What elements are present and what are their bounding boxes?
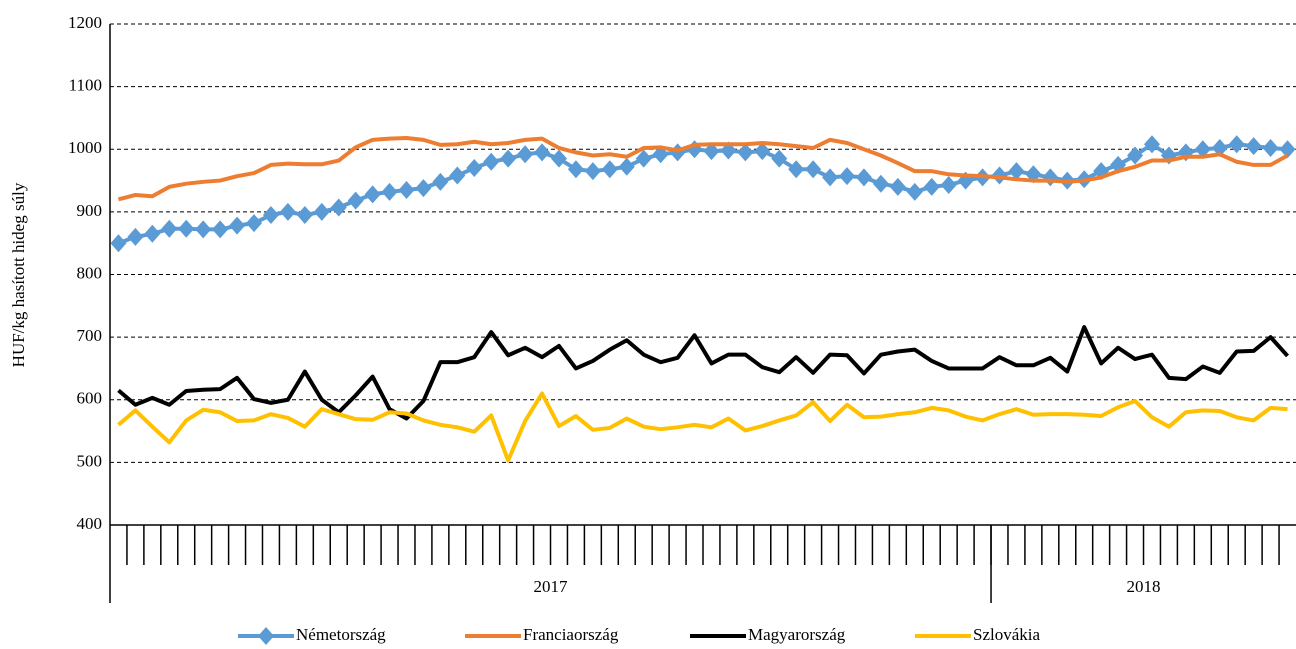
series-line <box>117 135 1289 202</box>
marker <box>415 179 432 198</box>
marker <box>161 219 178 238</box>
marker <box>212 220 229 239</box>
marker <box>618 157 635 176</box>
marker <box>262 206 279 225</box>
marker <box>1228 135 1245 154</box>
marker <box>1008 162 1025 181</box>
marker <box>855 168 872 187</box>
marker <box>534 143 551 162</box>
marker <box>923 177 940 196</box>
marker <box>279 202 296 221</box>
marker <box>940 175 957 194</box>
y-tick-label: 1100 <box>69 76 102 95</box>
marker <box>601 160 618 179</box>
marker <box>1245 137 1262 156</box>
marker <box>195 220 212 239</box>
marker <box>754 142 771 161</box>
marker <box>364 185 381 204</box>
marker <box>737 143 754 162</box>
marker <box>839 167 856 186</box>
marker <box>432 172 449 191</box>
marker <box>449 166 466 185</box>
marker <box>788 160 805 179</box>
marker <box>567 160 584 179</box>
marker <box>872 174 889 193</box>
marker <box>1194 140 1211 159</box>
legend-label: Magyarország <box>748 625 846 644</box>
legend-marker <box>258 627 274 645</box>
marker <box>1127 146 1144 165</box>
marker <box>1042 168 1059 187</box>
marker <box>381 182 398 201</box>
series-line <box>117 142 1288 246</box>
marker <box>500 149 517 168</box>
marker <box>1279 140 1296 159</box>
marker <box>127 227 144 246</box>
marker <box>466 159 483 178</box>
group-label: 2017 <box>534 577 569 596</box>
legend-label: Szlovákia <box>973 625 1040 644</box>
marker <box>805 160 822 179</box>
marker <box>517 145 534 164</box>
legend-label: Németország <box>296 625 386 644</box>
marker <box>296 206 313 225</box>
series-line <box>117 391 1288 463</box>
marker <box>584 162 601 181</box>
marker <box>703 142 720 161</box>
y-tick-label: 1000 <box>68 138 102 157</box>
y-tick-label: 700 <box>77 326 103 345</box>
marker <box>635 149 652 168</box>
legend-label: Franciaország <box>523 625 619 644</box>
marker <box>398 180 415 199</box>
y-tick-label: 900 <box>77 201 103 220</box>
marker <box>771 149 788 168</box>
marker <box>822 168 839 187</box>
y-tick-label: 800 <box>77 263 103 282</box>
marker <box>889 177 906 196</box>
y-tick-label: 1200 <box>68 13 102 32</box>
marker <box>330 198 347 217</box>
marker <box>313 202 330 221</box>
group-label: 2018 <box>1127 577 1161 596</box>
marker <box>483 152 500 171</box>
marker <box>906 182 923 201</box>
marker <box>110 234 127 253</box>
marker <box>550 149 567 168</box>
marker <box>178 219 195 238</box>
plot-area <box>110 135 1296 463</box>
series-line <box>117 325 1290 421</box>
y-axis-title: HUF/kg hasított hideg súly <box>9 182 28 367</box>
y-tick-label: 500 <box>77 451 103 470</box>
marker <box>1262 138 1279 157</box>
marker <box>347 191 364 210</box>
y-tick-label: 600 <box>77 389 103 408</box>
marker <box>1211 138 1228 157</box>
marker <box>144 224 161 243</box>
y-tick-label: 400 <box>77 514 103 533</box>
marker <box>246 214 263 233</box>
marker <box>1143 135 1160 154</box>
marker <box>229 216 246 235</box>
